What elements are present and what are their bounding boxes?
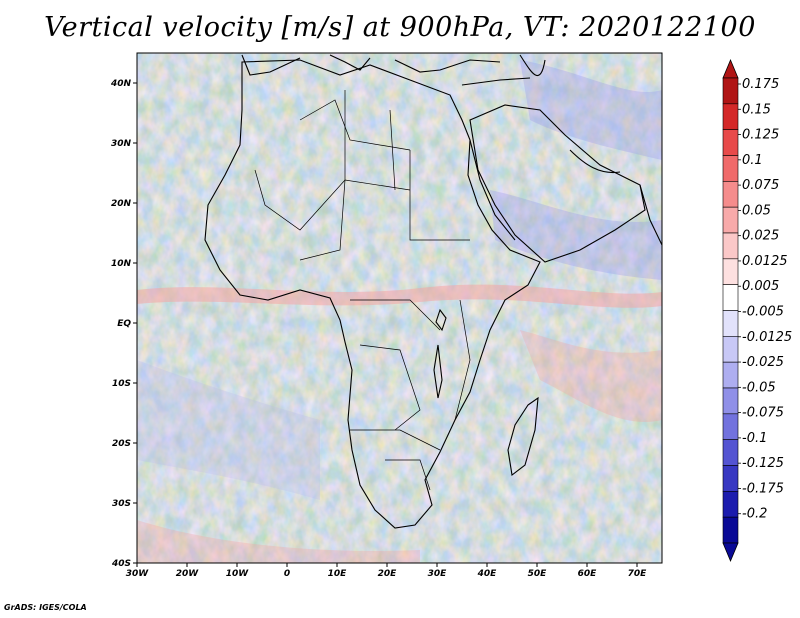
colorbar-label: -0.075	[742, 406, 784, 421]
colorbar-label: -0.175	[742, 481, 784, 496]
colorbar-swatch	[722, 103, 739, 130]
colorbar-label: 0.025	[742, 229, 779, 244]
colorbar-label: 0.125	[742, 128, 779, 143]
colorbar-label: -0.025	[742, 355, 784, 370]
colorbar-label: 0.175	[742, 77, 779, 92]
plot-frame	[136, 52, 663, 564]
lat-tick-label: 40S	[111, 559, 131, 569]
colorbar-swatch	[722, 516, 739, 544]
colorbar-swatch	[722, 336, 739, 363]
lon-tick-label: 70E	[628, 569, 648, 579]
colorbar-swatch	[722, 77, 739, 105]
country-borders	[254, 90, 471, 491]
lon-tick-label: 20E	[378, 569, 398, 579]
colorbar-label: 0.05	[742, 203, 771, 218]
colorbar-swatch	[722, 129, 739, 156]
lon-tick-label: 0	[284, 569, 290, 579]
colorbar-label: 0.0125	[742, 254, 788, 269]
colorbar-swatch	[722, 155, 739, 182]
grads-credit: GrADS: IGES/COLA	[4, 603, 87, 612]
colorbar-label: 0.15	[742, 102, 771, 117]
colorbar-swatch	[722, 387, 739, 415]
lat-tick-label: 10N	[111, 259, 132, 269]
colorbar-label: -0.125	[742, 456, 784, 471]
colorbar-label: -0.05	[742, 380, 776, 395]
colorbar-label: 0.075	[742, 178, 779, 193]
colorbar-label: 0.1	[742, 153, 763, 168]
lat-tick-label: 40N	[110, 79, 132, 89]
lat-tick-label: 10S	[112, 379, 131, 389]
longitude-axis: 30W 20W 10W 0 10E 20E 30E 40E 50E 60E 70E	[126, 563, 647, 579]
colorbar-swatch	[722, 181, 739, 208]
colorbar-label: 0.005	[742, 279, 779, 294]
colorbar-swatch	[722, 413, 739, 440]
colorbar-label: -0.0125	[742, 330, 792, 345]
lon-tick-label: 30W	[126, 569, 150, 579]
colorbar: 0.175 0.15 0.125 0.1 0.075 0.05 0.025 0.0125 0.0…	[722, 58, 792, 563]
colorbar-swatch	[722, 465, 739, 492]
colorbar-swatch	[722, 206, 739, 234]
colorbar-swatch	[722, 361, 739, 389]
colorbar-swatch	[722, 439, 739, 466]
coastlines	[204, 54, 662, 529]
velocity-field	[137, 53, 662, 563]
lon-tick-label: 40E	[477, 569, 498, 579]
colorbar-swatch	[722, 232, 739, 260]
lat-tick-label: 30N	[111, 139, 132, 149]
lat-tick-label: 20S	[112, 439, 131, 449]
lon-tick-label: 10W	[226, 569, 250, 579]
colorbar-label: -0.2	[742, 507, 767, 522]
colorbar-swatch	[722, 310, 739, 337]
colorbar-swatch	[722, 491, 739, 518]
colorbar-top-arrow	[722, 58, 739, 79]
colorbar-swatch	[722, 284, 739, 311]
colorbar-bottom-arrow	[722, 542, 739, 563]
lon-tick-label: 20W	[176, 569, 200, 579]
lon-tick-label: 60E	[578, 569, 598, 579]
lat-tick-label: 30S	[112, 499, 131, 509]
lat-tick-label: EQ	[117, 319, 131, 329]
lat-tick-label: 20N	[111, 199, 132, 209]
lon-tick-label: 50E	[528, 569, 548, 579]
colorbar-swatch	[722, 258, 739, 285]
lon-tick-label: 30E	[428, 569, 448, 579]
lon-tick-label: 10E	[328, 569, 348, 579]
colorbar-label: -0.1	[742, 431, 767, 446]
latitude-axis: 40N 30N 20N 10N EQ 10S 20S 30S 40S	[110, 79, 137, 569]
colorbar-label: -0.005	[742, 305, 784, 320]
chart-title: Vertical velocity [m/s] at 900hPa, VT: 2…	[44, 12, 756, 43]
